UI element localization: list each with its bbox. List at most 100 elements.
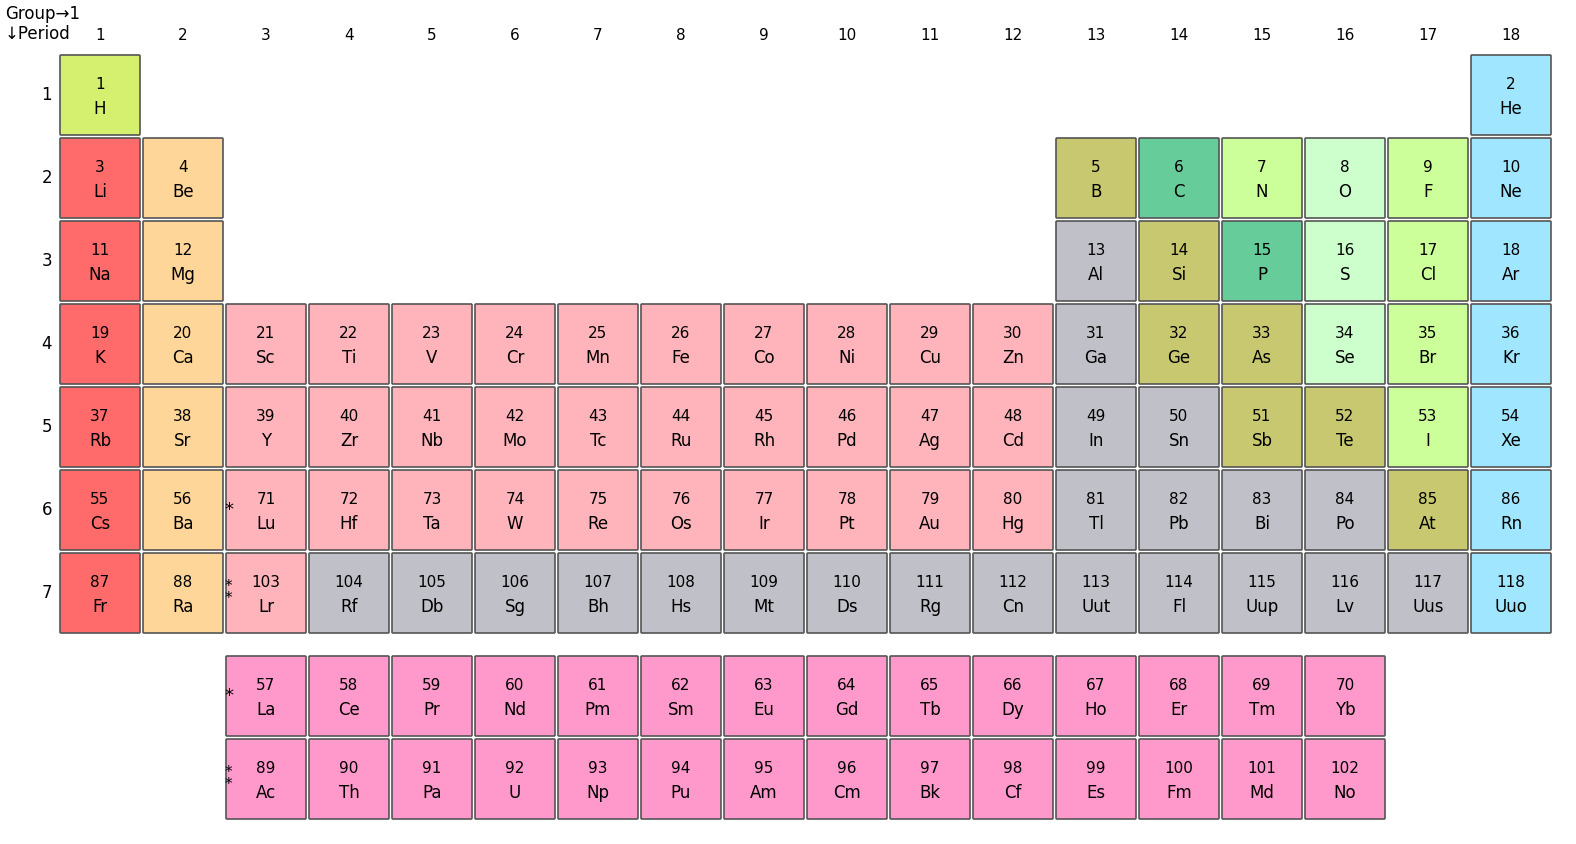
Text: 51: 51 xyxy=(1253,409,1272,424)
Text: *: * xyxy=(225,766,232,781)
Text: ↓Period: ↓Period xyxy=(5,25,71,43)
Text: 23: 23 xyxy=(422,326,441,341)
Text: 117: 117 xyxy=(1414,575,1442,590)
FancyBboxPatch shape xyxy=(1470,221,1551,301)
FancyBboxPatch shape xyxy=(474,304,555,384)
Text: 9: 9 xyxy=(1423,160,1433,175)
Text: Uus: Uus xyxy=(1412,598,1444,616)
FancyBboxPatch shape xyxy=(1388,138,1467,218)
FancyBboxPatch shape xyxy=(972,304,1053,384)
Text: 43: 43 xyxy=(588,409,608,424)
FancyBboxPatch shape xyxy=(1305,656,1385,736)
Text: 11: 11 xyxy=(90,243,110,258)
FancyBboxPatch shape xyxy=(474,470,555,550)
Text: 46: 46 xyxy=(837,409,857,424)
Text: Os: Os xyxy=(670,516,692,533)
Text: 33: 33 xyxy=(1253,326,1272,341)
FancyBboxPatch shape xyxy=(143,387,222,467)
Text: Cm: Cm xyxy=(834,784,860,803)
Text: 62: 62 xyxy=(671,678,690,693)
FancyBboxPatch shape xyxy=(972,553,1053,633)
Text: Pm: Pm xyxy=(585,701,611,719)
Text: Sn: Sn xyxy=(1168,432,1190,451)
Text: Uut: Uut xyxy=(1081,598,1111,616)
Text: 42: 42 xyxy=(506,409,525,424)
Text: Yb: Yb xyxy=(1335,701,1355,719)
Text: 20: 20 xyxy=(173,326,192,341)
Text: 73: 73 xyxy=(422,492,441,507)
FancyBboxPatch shape xyxy=(474,553,555,633)
Text: 5: 5 xyxy=(41,418,52,436)
FancyBboxPatch shape xyxy=(641,304,720,384)
Text: Group→1: Group→1 xyxy=(5,5,80,23)
Text: 107: 107 xyxy=(583,575,613,590)
Text: 7: 7 xyxy=(41,584,52,602)
Text: Li: Li xyxy=(93,183,107,202)
FancyBboxPatch shape xyxy=(558,656,638,736)
Text: 61: 61 xyxy=(588,678,608,693)
Text: 108: 108 xyxy=(667,575,695,590)
Text: V: V xyxy=(427,349,438,367)
FancyBboxPatch shape xyxy=(392,304,471,384)
FancyBboxPatch shape xyxy=(807,470,887,550)
Text: 41: 41 xyxy=(422,409,441,424)
Text: Es: Es xyxy=(1086,784,1105,803)
FancyBboxPatch shape xyxy=(143,553,222,633)
Text: 87: 87 xyxy=(90,575,110,590)
FancyBboxPatch shape xyxy=(474,387,555,467)
FancyBboxPatch shape xyxy=(309,656,389,736)
Text: 100: 100 xyxy=(1165,761,1193,776)
Text: 18: 18 xyxy=(1502,243,1521,258)
Text: 118: 118 xyxy=(1497,575,1526,590)
Text: 30: 30 xyxy=(1004,326,1023,341)
FancyBboxPatch shape xyxy=(1221,138,1302,218)
Text: La: La xyxy=(257,701,276,719)
FancyBboxPatch shape xyxy=(723,656,804,736)
Text: 8: 8 xyxy=(1340,160,1349,175)
Text: 18: 18 xyxy=(1502,28,1521,43)
Text: 29: 29 xyxy=(920,326,939,341)
Text: Fe: Fe xyxy=(671,349,690,367)
Text: Au: Au xyxy=(919,516,941,533)
Text: 53: 53 xyxy=(1418,409,1437,424)
Text: Ni: Ni xyxy=(838,349,856,367)
FancyBboxPatch shape xyxy=(1305,739,1385,819)
FancyBboxPatch shape xyxy=(1139,470,1218,550)
Text: Rh: Rh xyxy=(753,432,775,451)
Text: Cl: Cl xyxy=(1420,267,1436,284)
Text: Na: Na xyxy=(88,267,112,284)
Text: 8: 8 xyxy=(676,28,686,43)
Text: 74: 74 xyxy=(506,492,525,507)
FancyBboxPatch shape xyxy=(890,387,969,467)
Text: 1: 1 xyxy=(95,77,106,92)
Text: Rg: Rg xyxy=(919,598,941,616)
Text: *: * xyxy=(224,687,233,705)
FancyBboxPatch shape xyxy=(225,553,306,633)
Text: *: * xyxy=(225,777,232,793)
FancyBboxPatch shape xyxy=(1305,470,1385,550)
Text: 112: 112 xyxy=(999,575,1028,590)
Text: Tb: Tb xyxy=(920,701,941,719)
Text: 98: 98 xyxy=(1004,761,1023,776)
Text: Mo: Mo xyxy=(503,432,528,451)
Text: 68: 68 xyxy=(1169,678,1188,693)
Text: 3: 3 xyxy=(262,28,271,43)
FancyBboxPatch shape xyxy=(1305,304,1385,384)
Text: 56: 56 xyxy=(173,492,192,507)
Text: Pr: Pr xyxy=(424,701,440,719)
Text: 60: 60 xyxy=(506,678,525,693)
FancyBboxPatch shape xyxy=(60,138,140,218)
Text: 16: 16 xyxy=(1335,243,1355,258)
Text: Sb: Sb xyxy=(1251,432,1272,451)
Text: 115: 115 xyxy=(1248,575,1277,590)
Text: 71: 71 xyxy=(257,492,276,507)
FancyBboxPatch shape xyxy=(1056,739,1136,819)
FancyBboxPatch shape xyxy=(143,221,222,301)
FancyBboxPatch shape xyxy=(1139,221,1218,301)
Text: 95: 95 xyxy=(755,761,774,776)
Text: 97: 97 xyxy=(920,761,939,776)
FancyBboxPatch shape xyxy=(1139,138,1218,218)
Text: 65: 65 xyxy=(920,678,939,693)
Text: 111: 111 xyxy=(916,575,944,590)
Text: U: U xyxy=(509,784,522,803)
